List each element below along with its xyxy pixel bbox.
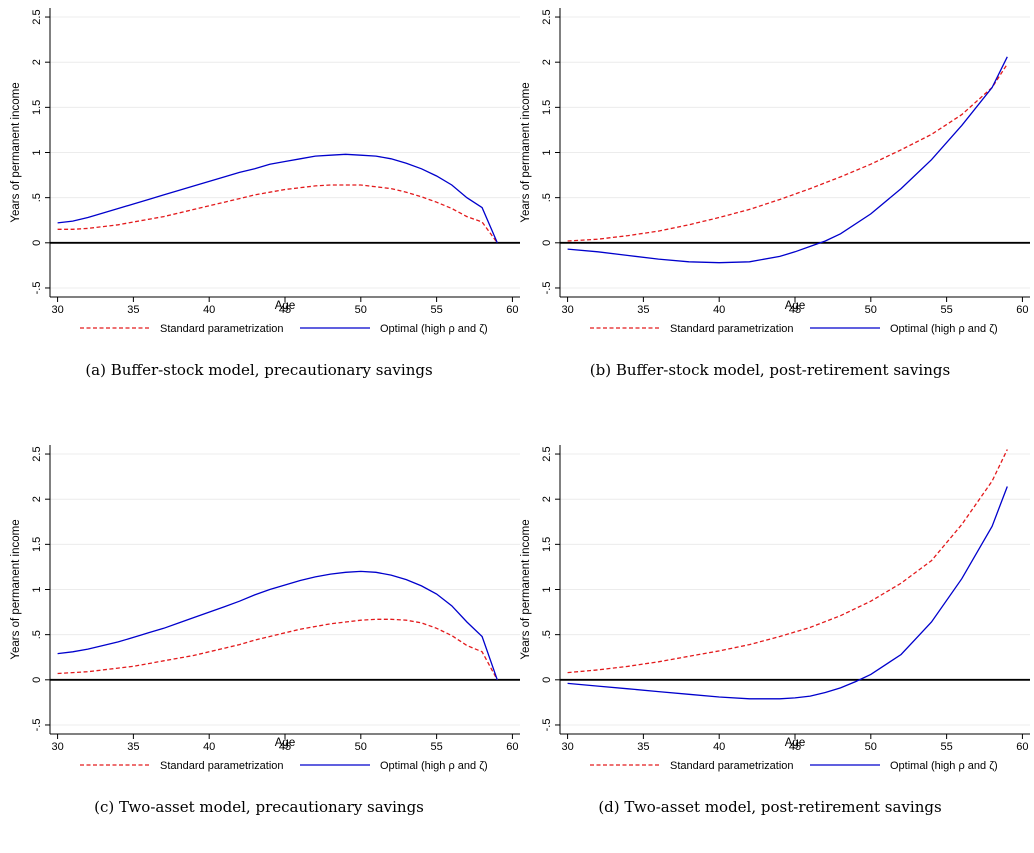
y-tick-label-1: 0: [31, 677, 43, 683]
legend-label-0: Standard parametrization: [160, 323, 284, 335]
x-tick-label-6: 60: [1016, 304, 1028, 316]
x-tick-label-4: 50: [865, 741, 877, 753]
y-tick-label-1: 0: [541, 240, 553, 246]
x-tick-label-5: 55: [940, 741, 952, 753]
chart-panel-c: -.5 0 .5 1 1.5 2 2.5 30 35 40 45 50 55 60 Age Years of …: [10, 445, 520, 816]
y-tick-label-0: -.5: [541, 282, 553, 295]
x-tick-label-2: 40: [203, 741, 215, 753]
x-tick-label-0: 30: [561, 741, 573, 753]
x-tick-label-2: 40: [713, 304, 725, 316]
y-tick-label-5: 2: [31, 59, 43, 65]
series-line-optimal: [57, 570, 498, 681]
x-axis-label: Age: [275, 300, 295, 312]
y-tick-label-4: 1.5: [31, 100, 43, 115]
x-tick-label-4: 50: [865, 304, 877, 316]
y-tick-label-5: 2: [541, 496, 553, 502]
chart-panel-a: -.5 0 .5 1 1.5 2 2.5 30 35 40 45 50 55 60 Age Years of …: [10, 8, 520, 379]
y-tick-label-1: 0: [31, 240, 43, 246]
y-tick-label-4: 1.5: [541, 537, 553, 552]
x-tick-label-5: 55: [430, 741, 442, 753]
x-tick-label-1: 35: [637, 304, 649, 316]
x-tick-label-3: 45: [789, 741, 801, 753]
panel-caption: (b) Buffer-stock model, post-retirement …: [590, 361, 950, 379]
x-axis-label: Age: [785, 300, 805, 312]
panel-caption: (a) Buffer-stock model, precautionary sa…: [85, 361, 432, 379]
y-axis-label: Years of permanent income: [520, 82, 532, 222]
y-tick-label-6: 2.5: [31, 9, 43, 24]
x-tick-label-3: 45: [279, 741, 291, 753]
x-tick-label-6: 60: [1016, 741, 1028, 753]
legend-label-1: Optimal (high ρ and ζ): [380, 760, 488, 772]
y-axis-label: Years of permanent income: [10, 519, 22, 659]
x-tick-label-6: 60: [506, 741, 518, 753]
legend-label-1: Optimal (high ρ and ζ): [890, 760, 998, 772]
x-tick-label-3: 45: [279, 304, 291, 316]
x-tick-label-1: 35: [637, 741, 649, 753]
x-tick-label-0: 30: [561, 304, 573, 316]
y-tick-label-3: 1: [541, 586, 553, 592]
y-tick-label-1: 0: [541, 677, 553, 683]
panel-caption: (c) Two-asset model, precautionary savin…: [94, 798, 424, 816]
x-tick-label-2: 40: [713, 741, 725, 753]
y-tick-label-0: -.5: [31, 719, 43, 732]
x-axis-label: Age: [275, 737, 295, 749]
series-line-optimal: [57, 153, 498, 244]
y-tick-label-6: 2.5: [31, 446, 43, 461]
y-tick-label-3: 1: [541, 149, 553, 155]
x-tick-label-5: 55: [940, 304, 952, 316]
legend-label-1: Optimal (high ρ and ζ): [890, 323, 998, 335]
y-axis-label: Years of permanent income: [520, 519, 532, 659]
x-tick-label-1: 35: [127, 304, 139, 316]
x-tick-label-0: 30: [51, 741, 63, 753]
x-tick-label-5: 55: [430, 304, 442, 316]
series-line-optimal: [567, 56, 1008, 264]
series-line-standard: [57, 184, 498, 244]
y-tick-label-3: 1: [31, 586, 43, 592]
panel-caption: (d) Two-asset model, post-retirement sav…: [598, 798, 941, 816]
legend-label-1: Optimal (high ρ and ζ): [380, 323, 488, 335]
series-line-optimal: [567, 486, 1008, 700]
y-tick-label-6: 2.5: [541, 9, 553, 24]
y-tick-label-4: 1.5: [31, 537, 43, 552]
y-axis-label: Years of permanent income: [10, 82, 22, 222]
y-tick-label-2: .5: [31, 193, 43, 202]
y-tick-label-6: 2.5: [541, 446, 553, 461]
x-tick-label-1: 35: [127, 741, 139, 753]
x-tick-label-4: 50: [355, 741, 367, 753]
x-tick-label-6: 60: [506, 304, 518, 316]
x-tick-label-2: 40: [203, 304, 215, 316]
series-line-standard: [567, 449, 1008, 674]
y-tick-label-0: -.5: [31, 282, 43, 295]
y-tick-label-2: .5: [541, 630, 553, 639]
legend-label-0: Standard parametrization: [670, 323, 794, 335]
y-tick-label-0: -.5: [541, 719, 553, 732]
y-tick-label-5: 2: [541, 59, 553, 65]
x-tick-label-4: 50: [355, 304, 367, 316]
x-tick-label-0: 30: [51, 304, 63, 316]
series-line-standard: [567, 63, 1008, 242]
y-tick-label-3: 1: [31, 149, 43, 155]
chart-panel-d: -.5 0 .5 1 1.5 2 2.5 30 35 40 45 50 55 60 Age Years of …: [520, 445, 1030, 816]
y-tick-label-4: 1.5: [541, 100, 553, 115]
y-tick-label-2: .5: [541, 193, 553, 202]
y-tick-label-5: 2: [31, 496, 43, 502]
legend-label-0: Standard parametrization: [670, 760, 794, 772]
x-tick-label-3: 45: [789, 304, 801, 316]
y-tick-label-2: .5: [31, 630, 43, 639]
series-line-standard: [57, 618, 498, 681]
legend-label-0: Standard parametrization: [160, 760, 284, 772]
x-axis-label: Age: [785, 737, 805, 749]
chart-panel-b: -.5 0 .5 1 1.5 2 2.5 30 35 40 45 50 55 60 Age Years of …: [520, 8, 1030, 379]
